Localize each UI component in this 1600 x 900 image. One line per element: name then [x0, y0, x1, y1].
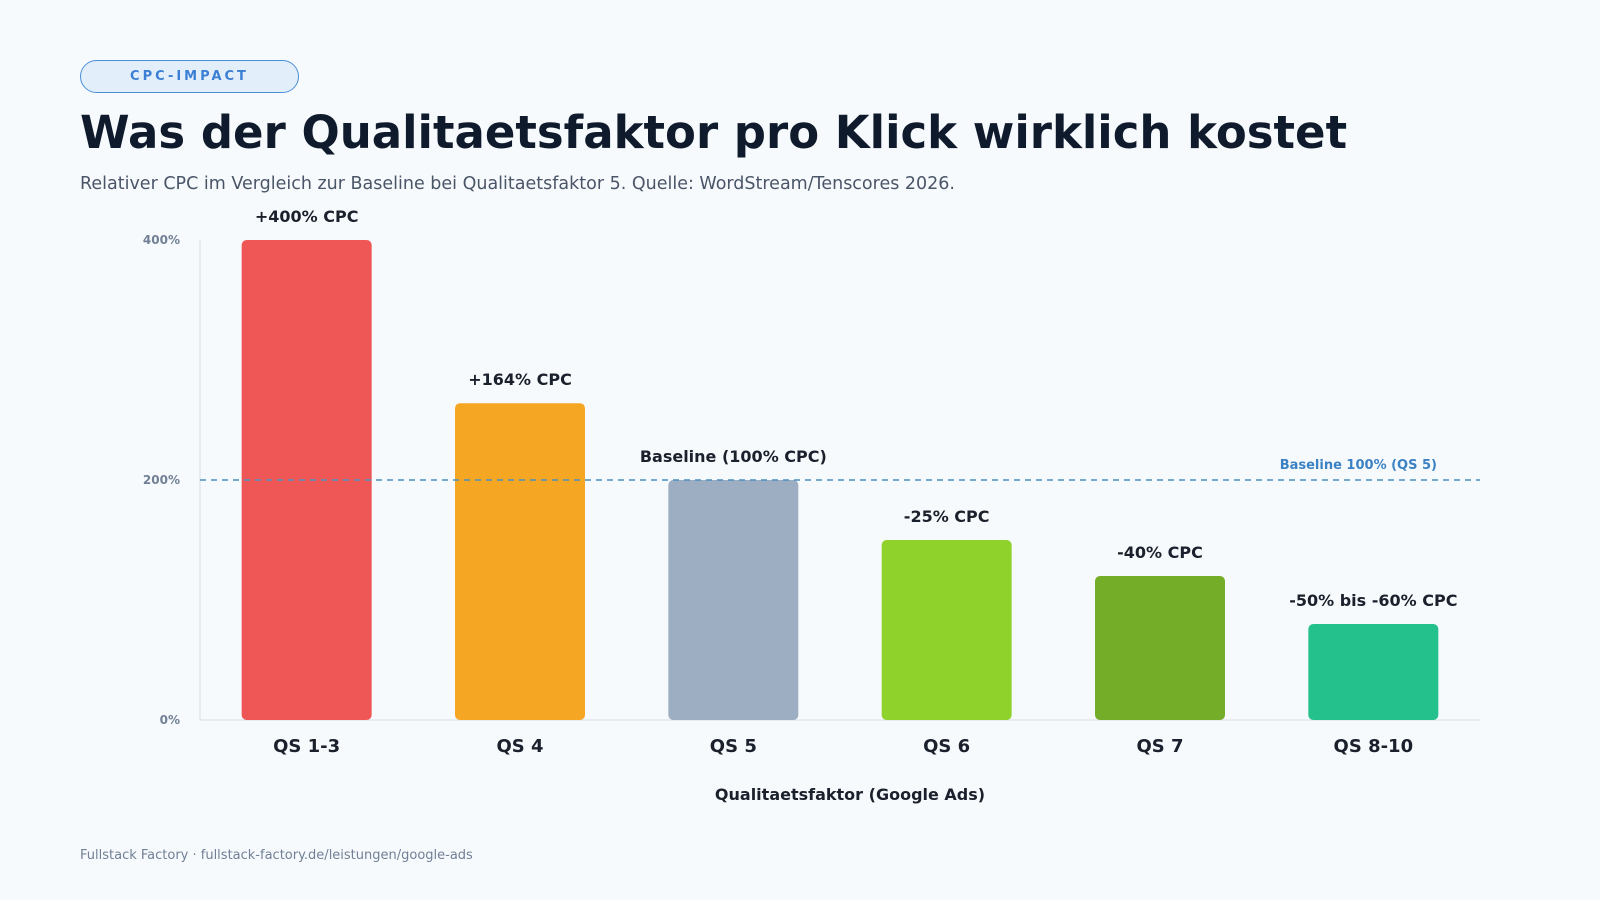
x-tick-label: QS 7 — [1136, 736, 1183, 757]
bar — [455, 403, 585, 720]
page-title: Was der Qualitaetsfaktor pro Klick wirkl… — [80, 106, 1348, 159]
x-tick-label: QS 5 — [710, 736, 757, 757]
baseline-reference-label: Baseline 100% (QS 5) — [1280, 458, 1437, 473]
x-tick-label: QS 6 — [923, 736, 970, 757]
bar-data-label: +400% CPC — [255, 207, 359, 226]
x-tick-label: QS 8-10 — [1334, 736, 1414, 757]
x-axis-title: Qualitaetsfaktor (Google Ads) — [715, 785, 985, 804]
bar-data-label: -50% bis -60% CPC — [1289, 591, 1457, 610]
bar — [1095, 576, 1225, 720]
bar — [241, 240, 372, 720]
y-tick-label: 0% — [160, 713, 180, 727]
bar-data-label: -40% CPC — [1117, 543, 1203, 562]
bar — [881, 540, 1012, 720]
bar-data-label: Baseline (100% CPC) — [640, 447, 827, 466]
bar — [1308, 624, 1439, 720]
page-subtitle: Relativer CPC im Vergleich zur Baseline … — [80, 174, 955, 194]
x-tick-label: QS 4 — [496, 736, 543, 757]
footer-source: Fullstack Factory · fullstack-factory.de… — [80, 848, 473, 863]
y-tick-label: 200% — [143, 473, 180, 487]
bar-data-label: +164% CPC — [468, 370, 572, 389]
bar — [668, 480, 799, 720]
category-badge: CPC-IMPACT — [80, 60, 299, 93]
bar-data-label: -25% CPC — [904, 507, 990, 526]
x-tick-label: QS 1-3 — [273, 736, 340, 757]
y-tick-label: 400% — [143, 233, 180, 247]
